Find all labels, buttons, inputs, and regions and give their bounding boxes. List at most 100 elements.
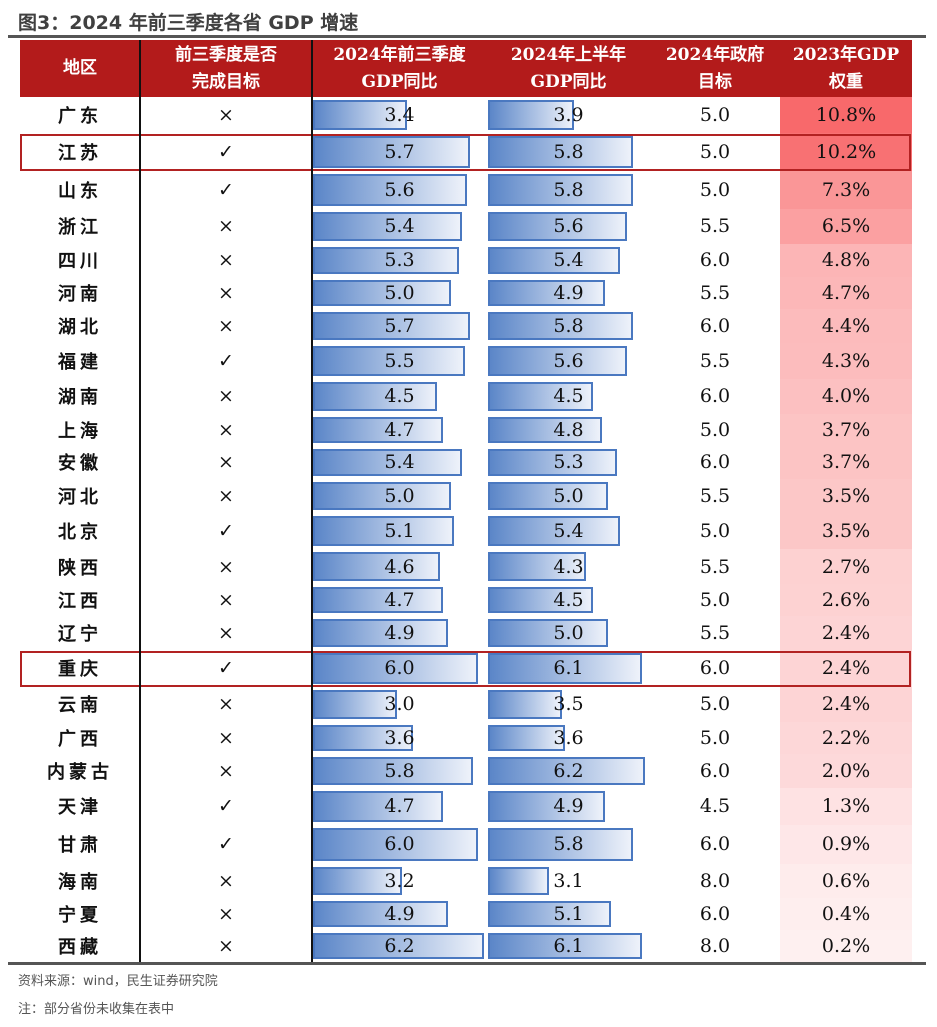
gdp-weight: 10.2%	[815, 141, 877, 163]
weight-shading	[780, 616, 912, 650]
weight-shading	[780, 208, 912, 244]
target-met-mark: ×	[218, 726, 234, 749]
gdp-q1-q3-value: 6.0	[384, 833, 415, 856]
gdp-weight: 3.5%	[821, 484, 871, 507]
region-name: 广东	[58, 106, 102, 127]
government-target: 5.0	[699, 693, 731, 715]
region-name: 西藏	[58, 937, 102, 958]
data-bar	[488, 515, 621, 546]
gdp-weight: 4.7%	[821, 281, 871, 304]
data-bar	[313, 211, 462, 241]
data-bar	[488, 724, 565, 751]
government-target: 5.5	[699, 215, 731, 237]
target-met-mark: ✓	[218, 141, 234, 163]
gdp-q1-q3-value: 5.0	[384, 281, 415, 304]
gdp-h1-value: 3.5	[553, 693, 584, 715]
government-target: 5.0	[699, 178, 731, 201]
data-bar	[313, 136, 471, 168]
weight-shading	[780, 787, 912, 825]
weight-shading	[780, 276, 912, 309]
gdp-q1-q3-value: 5.4	[384, 451, 415, 474]
gdp-h1-value: 4.5	[553, 385, 584, 407]
region-name: 宁夏	[58, 905, 102, 926]
gdp-weight: 2.4%	[821, 622, 871, 644]
government-target: 6.0	[699, 657, 731, 680]
column-header: 地区	[63, 58, 97, 78]
target-met-mark: ×	[218, 484, 234, 507]
region-name: 北京	[58, 521, 102, 543]
gdp-q1-q3-value: 6.0	[384, 657, 415, 680]
gdp-weight: 2.0%	[821, 759, 871, 782]
weight-shading	[780, 342, 912, 379]
data-bar	[488, 828, 633, 861]
data-bar	[313, 757, 473, 785]
weight-shading	[780, 512, 912, 549]
region-name: 甘肃	[58, 835, 102, 857]
gdp-q1-q3-value: 5.8	[384, 759, 415, 782]
gdp-weight: 2.7%	[821, 555, 871, 578]
weight-shading	[780, 650, 912, 687]
government-target: 5.0	[699, 418, 731, 441]
gdp-weight: 3.7%	[821, 418, 871, 441]
government-target: 5.0	[699, 104, 731, 126]
table-row: 重庆 ✓ 6.0 2.4% 6.0 6.1	[0, 650, 937, 687]
region-name: 湖南	[58, 387, 102, 408]
data-bar	[313, 866, 403, 895]
data-bar	[313, 515, 454, 546]
table-row: 宁夏 × 6.0 0.4% 4.9 5.1	[0, 898, 937, 930]
data-bar	[488, 381, 593, 411]
gdp-h1-value: 5.0	[553, 484, 584, 507]
data-bar	[488, 901, 612, 927]
data-bar	[313, 552, 441, 581]
gdp-h1-value: 5.4	[553, 249, 584, 271]
data-bar	[313, 174, 468, 206]
region-name: 福建	[58, 351, 102, 373]
target-met-mark: ×	[218, 589, 234, 611]
table-row: 云南 × 5.0 2.4% 3.0 3.5	[0, 686, 937, 722]
gdp-h1-value: 6.1	[553, 657, 584, 680]
target-met-mark: ×	[218, 249, 234, 271]
source-note: 资料来源：wind，民生证券研究院	[18, 974, 218, 989]
table-row: 河北 × 5.5 3.5% 5.0 5.0	[0, 478, 937, 513]
government-target: 6.0	[699, 903, 731, 925]
gdp-h1-value: 5.4	[553, 519, 584, 542]
gdp-weight: 1.3%	[821, 795, 871, 818]
government-target: 5.5	[699, 555, 731, 578]
data-bar	[313, 246, 460, 274]
region-name: 天津	[58, 797, 102, 819]
target-met-mark: ×	[218, 215, 234, 237]
government-target: 5.5	[699, 281, 731, 304]
gdp-weight: 3.7%	[821, 451, 871, 474]
data-bar	[488, 757, 646, 785]
data-bar	[488, 174, 633, 206]
gdp-q1-q3-value: 4.9	[384, 622, 415, 644]
table-row: 天津 ✓ 4.5 1.3% 4.7 4.9	[0, 787, 937, 825]
table-row: 内蒙古 × 6.0 2.0% 5.8 6.2	[0, 754, 937, 788]
table-header: 地区 前三季度是否 完成目标 2024年前三季度 GDP同比 2024年上半年 GDP…	[20, 40, 912, 97]
gdp-h1-value: 4.8	[553, 418, 584, 441]
data-bar	[488, 416, 602, 443]
weight-shading	[780, 721, 912, 754]
data-bar	[313, 901, 449, 927]
target-met-mark: ✓	[218, 178, 234, 201]
table-row: 西藏 × 8.0 0.2% 6.2 6.1	[0, 930, 937, 962]
gdp-q1-q3-value: 3.4	[384, 104, 415, 126]
column-header: 前三季度是否 完成目标	[175, 44, 277, 92]
gdp-h1-value: 5.8	[553, 833, 584, 856]
target-met-mark: ×	[218, 281, 234, 304]
data-bar	[313, 100, 408, 130]
weight-shading	[780, 930, 912, 962]
government-target: 5.5	[699, 349, 731, 372]
gdp-q1-q3-value: 5.7	[384, 141, 415, 163]
government-target: 5.0	[699, 726, 731, 749]
data-bar	[313, 619, 449, 647]
data-bar	[313, 481, 451, 510]
gdp-q1-q3-value: 5.0	[384, 484, 415, 507]
data-bar	[488, 790, 605, 822]
target-met-mark: ×	[218, 622, 234, 644]
column-divider	[139, 40, 141, 962]
gdp-h1-value: 6.1	[553, 935, 584, 957]
data-bar	[313, 416, 443, 443]
gdp-h1-value: 5.6	[553, 349, 584, 372]
region-name: 重庆	[58, 659, 102, 681]
